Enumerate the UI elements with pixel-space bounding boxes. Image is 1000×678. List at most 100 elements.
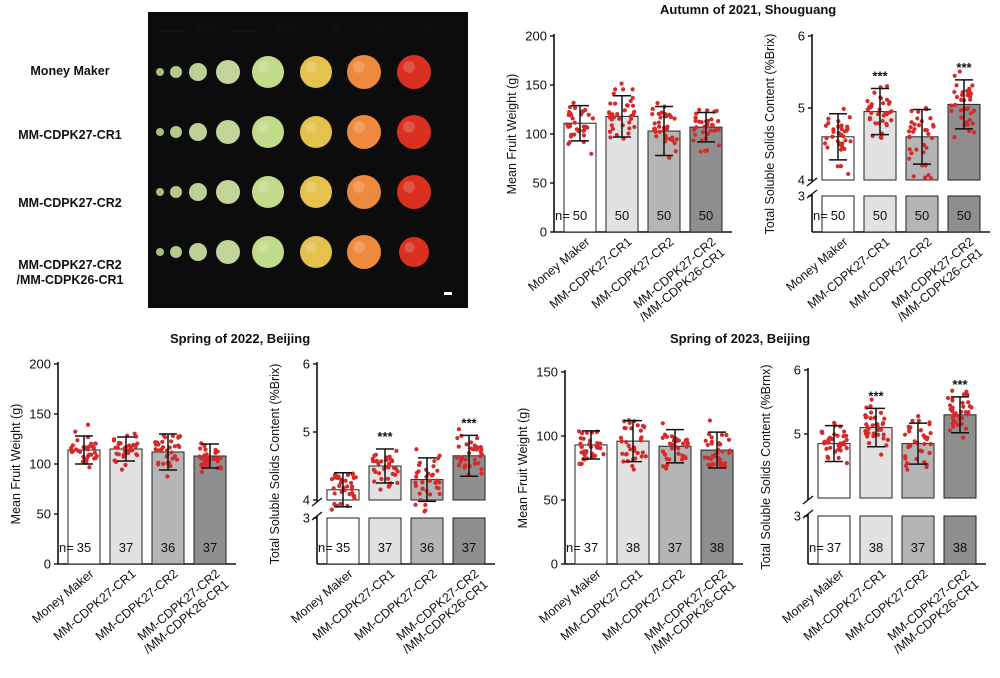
data-point bbox=[955, 413, 960, 418]
data-point bbox=[869, 110, 874, 116]
data-point bbox=[945, 395, 951, 401]
data-point bbox=[830, 134, 835, 139]
data-point bbox=[463, 457, 468, 462]
data-point bbox=[437, 453, 442, 458]
data-point bbox=[950, 405, 955, 410]
data-point bbox=[926, 173, 931, 178]
data-point bbox=[947, 403, 953, 408]
data-point bbox=[395, 469, 400, 474]
data-point bbox=[926, 131, 931, 137]
data-point bbox=[91, 445, 96, 450]
data-point bbox=[630, 463, 635, 469]
stage-label: MG bbox=[275, 22, 296, 37]
data-point bbox=[414, 447, 419, 452]
data-point bbox=[703, 148, 708, 154]
data-point bbox=[660, 435, 665, 440]
axis-break-mark bbox=[311, 497, 323, 507]
stage-label: R bbox=[424, 22, 434, 37]
fruit-mark bbox=[397, 55, 431, 89]
data-point bbox=[848, 139, 853, 144]
data-point bbox=[585, 125, 590, 130]
section-title-spring-2023: Spring of 2023, Beijing bbox=[670, 331, 811, 346]
data-point bbox=[643, 454, 648, 459]
data-point bbox=[909, 120, 914, 125]
data-point bbox=[427, 478, 433, 483]
y-tick-label: 100 bbox=[29, 457, 51, 472]
data-point bbox=[479, 471, 484, 476]
bar bbox=[700, 449, 734, 565]
data-point bbox=[676, 446, 681, 451]
data-point bbox=[414, 470, 419, 475]
data-point bbox=[916, 414, 921, 419]
fruit-ripening-photo bbox=[156, 55, 452, 295]
fruit-highlight bbox=[404, 242, 415, 253]
data-point bbox=[667, 457, 672, 462]
fruit-mark bbox=[189, 63, 207, 81]
data-point bbox=[134, 453, 140, 458]
data-point bbox=[565, 122, 570, 127]
y-axis-label: Total Soluble Solids Content (%Brnx) bbox=[759, 365, 773, 570]
y-tick-label: 0 bbox=[540, 225, 547, 240]
data-point bbox=[879, 452, 884, 457]
data-point bbox=[133, 444, 138, 449]
genotype-row-label-line: Money Maker bbox=[30, 64, 110, 78]
data-point bbox=[880, 422, 885, 427]
data-point bbox=[622, 425, 627, 431]
data-point bbox=[652, 126, 657, 131]
fruit-highlight bbox=[305, 121, 317, 133]
data-point bbox=[130, 448, 135, 453]
data-point bbox=[835, 433, 840, 438]
y-tick-label: 150 bbox=[536, 365, 558, 380]
data-point bbox=[579, 450, 584, 455]
data-point bbox=[916, 123, 922, 128]
category-label: MM-CDPK27-CR2/MM-CDPK26-CR1 bbox=[135, 567, 232, 657]
bar-lower bbox=[368, 517, 402, 565]
data-point bbox=[627, 126, 632, 131]
data-point bbox=[708, 456, 714, 461]
data-point bbox=[618, 435, 624, 440]
data-point bbox=[568, 134, 574, 139]
axis-break-mark bbox=[802, 495, 814, 505]
data-point bbox=[92, 450, 97, 455]
data-point bbox=[85, 447, 90, 452]
genotype-row-label-line: MM-CDPK27-CR1 bbox=[18, 128, 122, 142]
data-point bbox=[640, 423, 646, 428]
data-point bbox=[884, 121, 889, 126]
data-point bbox=[923, 175, 928, 180]
data-point bbox=[650, 112, 655, 117]
fruit-mark bbox=[300, 116, 332, 148]
data-point bbox=[718, 463, 724, 468]
data-point bbox=[659, 110, 664, 115]
data-point bbox=[202, 458, 207, 463]
data-point bbox=[958, 108, 964, 113]
data-point bbox=[949, 108, 954, 113]
data-point bbox=[417, 491, 422, 496]
data-point bbox=[657, 129, 662, 134]
data-point bbox=[720, 449, 725, 454]
sample-size-label: 37 bbox=[584, 540, 598, 555]
data-point bbox=[586, 112, 591, 117]
data-point bbox=[664, 434, 670, 439]
data-point bbox=[472, 457, 477, 462]
sample-size-label: 37 bbox=[462, 540, 476, 555]
data-point bbox=[174, 457, 180, 462]
data-point bbox=[624, 439, 629, 445]
data-point bbox=[916, 109, 921, 114]
data-point bbox=[903, 456, 908, 461]
data-point bbox=[719, 432, 725, 437]
sample-size-label: 50 bbox=[957, 208, 971, 223]
data-point bbox=[610, 126, 616, 131]
y-tick-label: 6 bbox=[794, 363, 801, 378]
data-point bbox=[132, 431, 137, 436]
data-point bbox=[434, 485, 439, 490]
data-point bbox=[902, 432, 908, 437]
data-point bbox=[921, 142, 927, 148]
data-point bbox=[716, 118, 721, 124]
data-point bbox=[931, 122, 936, 128]
fruit-highlight bbox=[352, 120, 365, 133]
data-point bbox=[343, 478, 348, 483]
data-point bbox=[907, 429, 912, 434]
bar bbox=[109, 448, 143, 565]
data-point bbox=[176, 434, 181, 439]
data-point bbox=[476, 460, 481, 466]
